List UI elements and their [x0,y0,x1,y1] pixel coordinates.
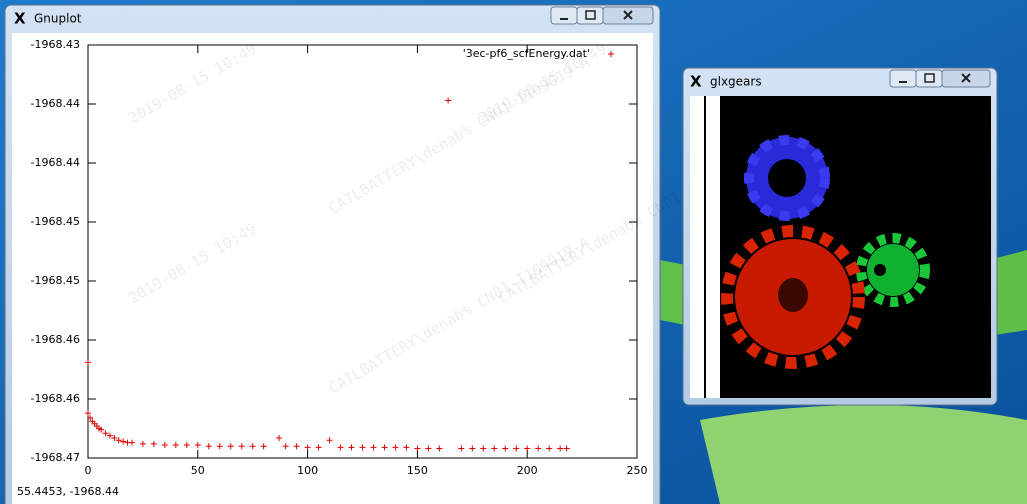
data-point [238,443,245,450]
gears [721,135,930,369]
plot-canvas [12,33,653,504]
data-point [535,445,542,452]
data-point [216,443,223,450]
data-point [359,444,366,451]
minimize-button[interactable] [889,69,917,88]
data-point [513,445,520,452]
data-point [150,440,157,447]
data-point [85,410,91,417]
data-point [111,434,118,441]
y-tick-label: -1968.43 [31,38,80,51]
x-tick-label: 50 [191,464,205,477]
green-gear-teeth [856,233,930,307]
data-point [425,445,432,452]
y-tick-label: -1968.44 [31,156,80,169]
data-point [249,443,256,450]
y-tick-label: -1968.46 [31,333,80,346]
plot-border [87,44,638,459]
green-gear [867,244,919,296]
data-point [546,445,553,452]
data-point [161,442,168,449]
data-point [172,442,179,449]
x-icon: X [14,10,26,28]
data-point [436,445,443,452]
data-point [139,440,146,447]
maximize-icon [924,73,935,83]
blue-gear-teeth [744,135,830,221]
data-point [106,432,113,439]
data-point [128,439,135,446]
legend-marker [608,51,614,57]
data-point [326,437,333,444]
maximize-button[interactable] [915,69,943,88]
data-point [205,443,212,450]
data-point [337,444,344,451]
minimize-button[interactable] [550,6,578,25]
data-point [403,444,410,451]
close-icon [961,73,971,83]
data-point [524,445,531,452]
data-point [183,442,190,449]
y-tick-label: -1968.45 [31,215,80,228]
x-tick-label: 250 [627,464,648,477]
data-point [557,445,564,452]
red-gear-teeth [721,225,865,369]
blue-gear [746,137,828,219]
gnuplot-window: X Gnuplot 55.4453, -1968.44 [4,4,661,504]
data-point [491,445,498,452]
data-point [98,426,105,433]
close-icon [623,10,633,20]
data-point [115,437,122,444]
x-tick-label: 200 [517,464,538,477]
data-point [370,444,377,451]
status-text: 55.4453, -1968.44 [17,485,119,498]
data-point [469,445,476,452]
wallpaper-shape [700,405,1027,504]
x-tick-label: 100 [297,464,318,477]
y-tick-label: -1968.46 [31,392,80,405]
x-tick-label: 0 [85,464,92,477]
data-point [194,442,201,449]
window-title: glxgears [710,75,762,89]
data-point [102,430,109,437]
data-point [276,434,283,441]
plot: -1968.43 -1968.44 -1968.44 -1968.45 -1968.45… [31,38,648,477]
maximize-button[interactable] [576,6,604,25]
data-point [348,444,355,451]
glxgears-window: X glxgears [682,67,998,406]
data-point [315,444,322,451]
data-point [392,444,399,451]
data-point [227,443,234,450]
y-tick-label: -1968.44 [31,97,80,110]
data-point [304,444,311,451]
window-title: Gnuplot [34,12,82,26]
legend-label: '3ec-pf6_scfEnergy.dat' [463,47,590,60]
data-point [502,445,509,452]
data-point [120,438,127,445]
x-icon: X [690,73,702,91]
data-point [85,359,91,366]
maximize-icon [585,10,596,20]
data-point [445,97,452,104]
data-point [87,414,94,421]
green-gear-hole [874,264,886,276]
data-point [563,445,570,452]
red-gear-hole [778,278,808,312]
data-point [458,445,465,452]
x-tick-label: 150 [407,464,428,477]
data-point [293,443,300,450]
data-point [480,445,487,452]
data-point [381,444,388,451]
y-tick-label: -1968.47 [31,451,80,464]
data-point [414,445,421,452]
y-tick-label: -1968.45 [31,274,80,287]
data-point [260,443,267,450]
data-point [282,443,289,450]
